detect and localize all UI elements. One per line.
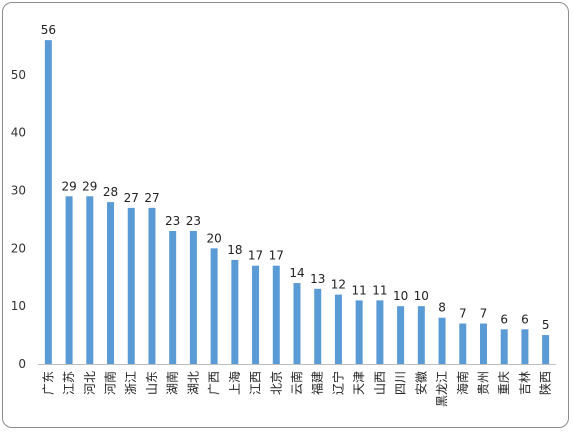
bar bbox=[314, 288, 322, 364]
category-label: 江苏 bbox=[62, 371, 76, 395]
category-label: 云南 bbox=[289, 371, 304, 395]
data-label: 18 bbox=[227, 243, 242, 257]
y-axis: 0 10 20 30 40 50 bbox=[11, 68, 26, 371]
bar bbox=[127, 207, 135, 364]
data-label: 11 bbox=[352, 283, 367, 297]
data-label: 6 bbox=[500, 312, 508, 326]
data-label: 6 bbox=[521, 312, 529, 326]
data-label: 7 bbox=[459, 307, 467, 321]
category-label: 湖南 bbox=[165, 371, 180, 395]
category-label: 天津 bbox=[352, 371, 366, 395]
data-label: 56 bbox=[41, 23, 56, 37]
category-label: 海南 bbox=[455, 371, 470, 395]
category-label: 陕西 bbox=[538, 371, 553, 395]
y-tick-label: 10 bbox=[11, 299, 26, 313]
bar bbox=[272, 265, 280, 364]
category-label: 重庆 bbox=[497, 371, 511, 395]
data-label: 5 bbox=[542, 318, 550, 332]
bar bbox=[169, 230, 177, 364]
category-label: 福建 bbox=[310, 371, 325, 395]
bar bbox=[521, 329, 529, 364]
data-label: 28 bbox=[103, 185, 118, 199]
bar bbox=[438, 317, 446, 364]
category-label: 河北 bbox=[83, 371, 97, 395]
category-label: 山西 bbox=[373, 371, 387, 395]
data-label: 29 bbox=[82, 179, 97, 193]
category-label: 广东 bbox=[41, 371, 55, 395]
bar bbox=[231, 259, 239, 364]
category-label: 四川 bbox=[394, 371, 408, 395]
data-label: 27 bbox=[124, 191, 139, 205]
category-label: 河南 bbox=[103, 371, 118, 395]
data-label: 23 bbox=[186, 214, 201, 228]
data-label: 20 bbox=[206, 231, 221, 245]
category-label: 贵州 bbox=[476, 371, 490, 395]
data-label: 29 bbox=[61, 179, 76, 193]
bar bbox=[148, 207, 156, 364]
x-axis: 广东 江苏 河北 河南 浙江 山东 湖南 湖北 广西 上海 江西 北京 云南 福建 辽宁 天津 山西 四川 安徽 黑龙… bbox=[38, 364, 556, 407]
bar bbox=[397, 306, 405, 364]
category-label: 广西 bbox=[207, 371, 221, 395]
category-label: 江西 bbox=[249, 371, 263, 395]
data-label: 23 bbox=[165, 214, 180, 228]
bar bbox=[210, 248, 218, 364]
data-label: 11 bbox=[372, 283, 387, 297]
category-label: 山东 bbox=[145, 371, 159, 395]
category-label: 湖北 bbox=[185, 371, 200, 395]
bar bbox=[107, 202, 115, 364]
category-label: 辽宁 bbox=[330, 371, 345, 395]
data-label: 27 bbox=[144, 191, 159, 205]
bar bbox=[334, 294, 342, 364]
category-label: 上海 bbox=[227, 371, 242, 395]
category-label: 浙江 bbox=[124, 371, 138, 395]
data-label: 17 bbox=[248, 249, 263, 263]
bar bbox=[86, 196, 94, 364]
data-label: 7 bbox=[480, 307, 488, 321]
bars bbox=[44, 40, 550, 365]
bar bbox=[44, 40, 52, 365]
bar bbox=[459, 323, 467, 364]
bar bbox=[500, 329, 508, 364]
bar bbox=[376, 300, 384, 364]
data-label: 12 bbox=[331, 278, 346, 292]
y-tick-label: 20 bbox=[11, 241, 26, 255]
data-label: 10 bbox=[393, 289, 408, 303]
category-label: 黑龙江 bbox=[435, 371, 449, 407]
chart-frame bbox=[2, 2, 569, 428]
bar bbox=[542, 335, 550, 364]
data-label: 14 bbox=[289, 266, 304, 280]
bar bbox=[355, 300, 363, 364]
y-tick-label: 50 bbox=[11, 68, 26, 82]
category-label: 北京 bbox=[269, 371, 283, 395]
category-label: 吉林 bbox=[518, 371, 532, 395]
data-label: 17 bbox=[269, 249, 284, 263]
bar bbox=[189, 230, 197, 364]
bar bbox=[417, 306, 425, 364]
y-tick-label: 40 bbox=[11, 126, 26, 140]
y-tick-label: 30 bbox=[11, 184, 26, 198]
bar bbox=[293, 283, 301, 364]
bar bbox=[252, 265, 260, 364]
y-tick-label: 0 bbox=[18, 357, 26, 371]
category-label: 安徽 bbox=[413, 371, 428, 395]
data-label: 10 bbox=[414, 289, 429, 303]
data-label: 8 bbox=[438, 301, 446, 315]
bar bbox=[479, 323, 487, 364]
data-label: 13 bbox=[310, 272, 325, 286]
bar bbox=[65, 196, 73, 364]
